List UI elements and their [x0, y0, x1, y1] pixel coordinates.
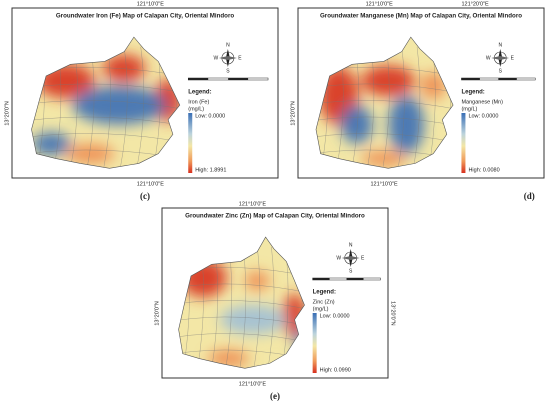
legend-low: Low: 0.0000 [195, 113, 225, 119]
map-panel: Groundwater Zinc (Zn) Map of Calapan Cit… [154, 201, 395, 401]
barangay-boundary [316, 83, 454, 94]
compass-label: E [511, 55, 515, 61]
coordinate-label: 121°10'0"E [137, 181, 165, 187]
legend-high: High: 0.0080 [468, 167, 499, 173]
scale-bar-segment [346, 278, 364, 280]
concentration-zone [420, 72, 446, 100]
coordinate-label: 121°10'0"E [137, 1, 165, 7]
compass-label: W [486, 55, 491, 61]
legend-variable: Zinc (Zn) [313, 299, 335, 305]
legend-low: Low: 0.0000 [468, 113, 498, 119]
compass-label: W [214, 55, 219, 61]
compass-label: W [336, 255, 341, 261]
map-title: Groundwater Manganese (Mn) Map of Calapa… [320, 13, 522, 20]
compass-label: S [226, 68, 230, 74]
map-area [316, 37, 454, 169]
legend-high: High: 0.0990 [320, 367, 351, 373]
legend-unit: (mg/L) [313, 306, 329, 312]
barangay-boundary [31, 83, 180, 94]
concentration-surface [318, 65, 446, 167]
scale-bar-segment [228, 78, 249, 80]
concentration-zone [102, 54, 146, 82]
coordinate-label: 13°20'0"N [290, 101, 296, 125]
concentration-zone [340, 105, 373, 144]
compass-label: N [349, 242, 353, 248]
compass-label: S [349, 268, 353, 274]
barangay-boundary [253, 246, 261, 369]
coordinate-label: 13°20'0"N [4, 101, 10, 125]
scale-bar-segment [312, 278, 330, 280]
map-area [31, 37, 180, 169]
concentration-zone [244, 271, 270, 291]
legend-unit: (mg/L) [461, 106, 477, 112]
concentration-zone [361, 150, 407, 167]
legend-color-ramp [312, 313, 317, 373]
panel-caption: (c) [140, 191, 150, 201]
coordinate-label: 121°10'0"E [370, 181, 398, 187]
concentration-zone [31, 132, 71, 156]
barangay-boundary [178, 300, 305, 311]
barangay-boundary [397, 46, 405, 169]
legend-variable: Iron (Fe) [188, 99, 209, 105]
scale-bar-segment [461, 78, 480, 80]
map-outline [31, 36, 181, 169]
barangay-boundary [267, 246, 275, 369]
map-title: Groundwater Iron (Fe) Map of Calapan Cit… [56, 13, 235, 20]
barangay-boundary [31, 100, 180, 111]
compass-label: E [238, 55, 242, 61]
coordinate-label: 121°20'0"E [462, 1, 490, 7]
coordinate-label: 121°10'0"E [239, 201, 267, 207]
legend-low: Low: 0.0000 [320, 313, 350, 319]
scale-bar-segment [188, 78, 209, 80]
barangay-boundary [413, 46, 421, 169]
legend-color-ramp [188, 113, 193, 173]
compass-label: S [499, 68, 503, 74]
legend-variable: Manganese (Mn) [461, 99, 503, 105]
barangay-boundary [178, 283, 305, 294]
map-title: Groundwater Zinc (Zn) Map of Calapan Cit… [185, 213, 365, 220]
compass-needle [341, 256, 360, 260]
legend-high: High: 1.8991 [195, 167, 226, 173]
legend-color-ramp [461, 113, 466, 173]
barangay-boundary [103, 46, 111, 169]
coordinate-label: 121°10'0"E [366, 1, 394, 7]
barangay-boundary [239, 246, 247, 369]
compass-needle [218, 56, 237, 60]
barangay-boundary [382, 46, 390, 169]
map-outline [315, 36, 454, 169]
barangay-boundary [31, 116, 180, 127]
concentration-zone [65, 144, 115, 164]
concentration-zone [361, 65, 416, 97]
concentration-zone [72, 85, 167, 125]
panel-caption: (d) [524, 191, 535, 201]
coordinate-label: 13°20'0"N [154, 301, 160, 325]
compass-label: E [361, 255, 365, 261]
legend-heading: Legend: [188, 90, 211, 96]
legend-unit: (mg/L) [188, 106, 204, 112]
legend-heading: Legend: [313, 290, 336, 296]
barangay-boundary [120, 46, 128, 169]
panel-caption: (e) [270, 391, 280, 401]
coordinate-label: 121°10'0"E [239, 381, 267, 387]
legend-heading: Legend: [461, 90, 484, 96]
map-panel: Groundwater Manganese (Mn) Map of Calapa… [290, 1, 545, 201]
barangay-boundary [136, 46, 145, 169]
compass-needle [491, 56, 510, 60]
coordinate-label: 13°20'0"N [390, 301, 396, 325]
barangay-boundary [316, 116, 454, 127]
map-outline [178, 236, 305, 369]
barangay-boundary [316, 100, 454, 111]
compass-label: N [498, 42, 502, 48]
map-area [178, 237, 305, 369]
map-panel: Groundwater Iron (Fe) Map of Calapan Cit… [4, 1, 279, 201]
scale-bar-segment [498, 78, 517, 80]
compass-label: N [226, 42, 230, 48]
concentration-zone [388, 95, 425, 154]
concentration-zone [220, 305, 287, 335]
